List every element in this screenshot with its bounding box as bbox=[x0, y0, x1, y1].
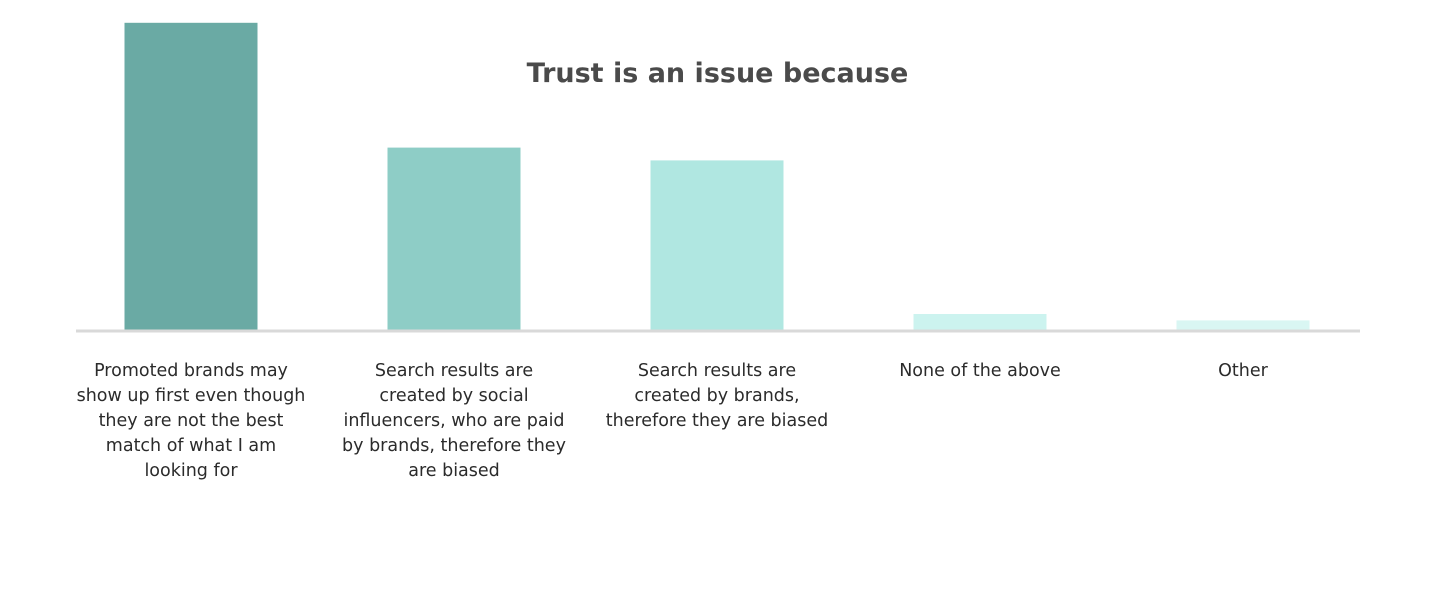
category-label-5: Other bbox=[1218, 361, 1268, 381]
bar-group bbox=[124, 22, 1310, 331]
category-label-3: Search results are created by brands, th… bbox=[605, 361, 829, 431]
bar-3 bbox=[650, 160, 784, 330]
chart-title: Trust is an issue because bbox=[526, 58, 909, 89]
bar-2 bbox=[387, 147, 521, 330]
bar-1 bbox=[124, 22, 258, 331]
category-label-1: Promoted brands may show up first even t… bbox=[76, 361, 306, 481]
category-label-2: Search results are created by social inf… bbox=[342, 361, 566, 481]
category-label-4: None of the above bbox=[899, 361, 1061, 381]
bar-4 bbox=[913, 314, 1047, 330]
bar-5 bbox=[1176, 320, 1310, 330]
